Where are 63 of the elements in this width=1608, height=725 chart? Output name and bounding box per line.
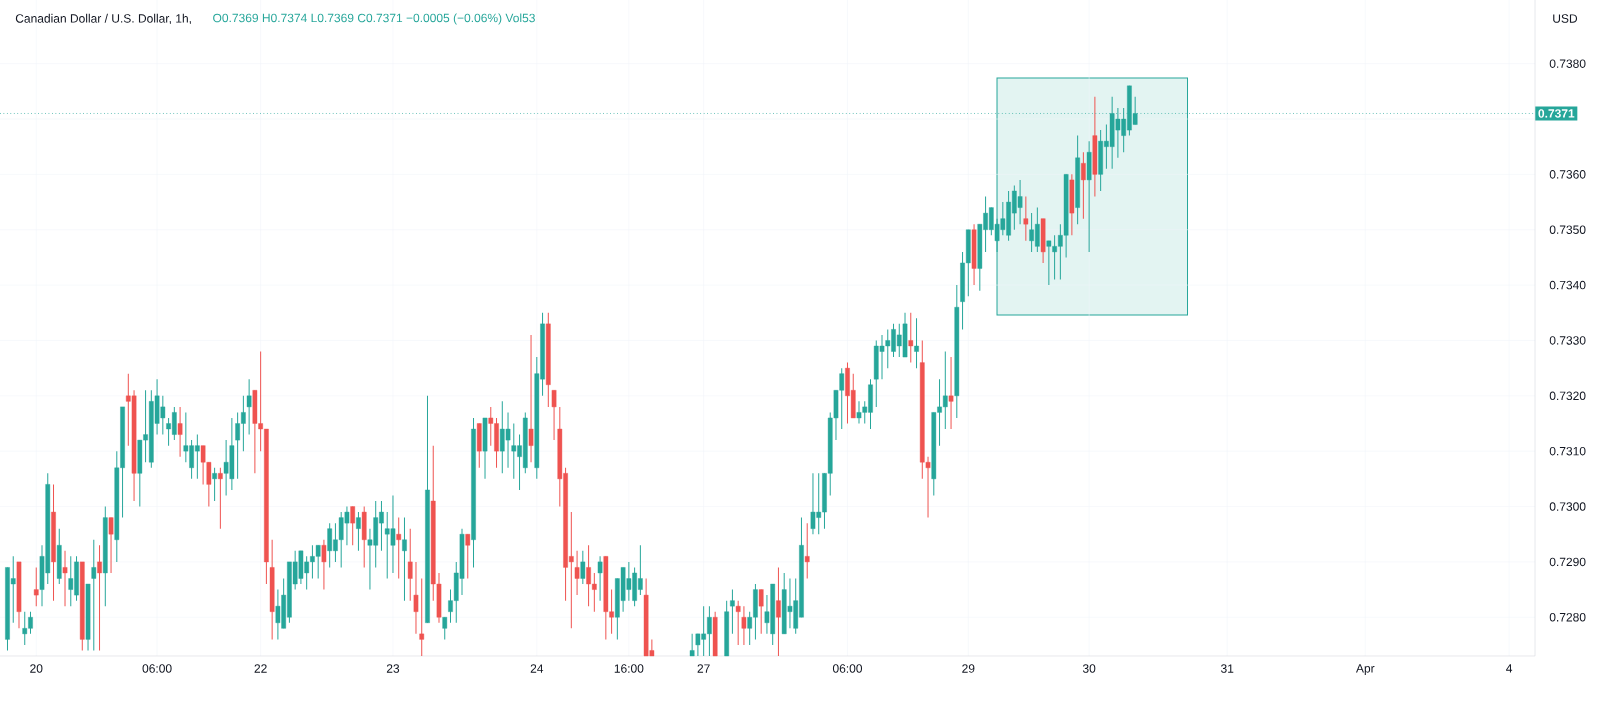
x-tick-label: 4	[1506, 664, 1513, 673]
x-tick-label: Apr	[1355, 664, 1375, 676]
x-tick-label: 16:00	[614, 664, 644, 673]
x-tick-label: 23	[386, 664, 400, 673]
candlestick	[528, 334, 534, 463]
x-tick-label: 06:00	[832, 664, 863, 673]
candlestick	[804, 522, 810, 579]
x-tick-label: 06:00	[142, 664, 172, 673]
y-tick-label: 0.7380	[1549, 59, 1586, 68]
y-tick-label: 0.7350	[1549, 225, 1586, 234]
candlestick	[442, 616, 448, 640]
x-tick-label: 20	[30, 664, 43, 673]
x-tick-label: 27	[697, 664, 710, 673]
candlestick	[580, 550, 586, 585]
text: Canadian Dollar / U.S. Dollar, 1h,	[15, 13, 191, 25]
candlestick	[914, 317, 919, 369]
candlestick	[758, 589, 764, 635]
candlestick	[407, 528, 413, 602]
candlestick	[574, 550, 580, 596]
candlestick	[735, 600, 741, 646]
candlestick	[246, 378, 252, 436]
candlestick	[465, 533, 471, 579]
candlestick	[218, 467, 223, 530]
candlestick	[413, 561, 419, 635]
candlestick	[551, 389, 557, 441]
y-tick-label: 0.7340	[1549, 280, 1586, 290]
candlestick	[597, 555, 603, 602]
candlestick	[91, 539, 97, 651]
candlestick	[730, 589, 735, 635]
x-tick-label: 24	[530, 664, 544, 673]
y-tick-label: 0.7360	[1549, 170, 1586, 179]
annotation: O0.7369 H0.7374 L0.7369 C0.7371 −0.0005 (−0.06%) Vol53	[213, 13, 535, 25]
y-tick-label: 0.7280	[1549, 612, 1586, 622]
candlestick	[1023, 196, 1029, 242]
candlestick	[321, 539, 327, 591]
candlestick	[97, 544, 102, 651]
candlestick	[62, 550, 68, 607]
candlestick	[33, 566, 39, 607]
x-tick-label: 29	[962, 664, 975, 673]
y-axis-title: USD	[1553, 14, 1578, 23]
candlestick	[689, 633, 695, 657]
candlestick	[1081, 151, 1086, 220]
x-tick-label: 31	[1221, 664, 1234, 673]
candlestick	[776, 566, 781, 657]
y-tick-label: 0.7330	[1549, 336, 1586, 345]
candlestick	[419, 578, 425, 657]
candlestick	[402, 517, 407, 602]
candlestick	[350, 506, 356, 546]
y-tick-label: 0.7290	[1549, 557, 1586, 567]
x-tick-label: 30	[1082, 664, 1096, 673]
x-tick-label: 22	[254, 664, 267, 673]
candlestick	[356, 511, 361, 552]
y-tick-label: 0.7310	[1549, 446, 1586, 456]
candlestick	[948, 356, 954, 430]
candlestick	[396, 517, 402, 579]
y-tick-label: 0.7300	[1549, 502, 1586, 511]
candlestick	[741, 605, 747, 646]
candlestick	[212, 467, 217, 502]
y-tick-label: 0.7320	[1549, 391, 1586, 401]
ref-line-label: 0.7371	[1538, 109, 1575, 118]
candlestick	[908, 312, 914, 364]
candlestick	[108, 517, 114, 574]
candlestick	[177, 406, 183, 458]
